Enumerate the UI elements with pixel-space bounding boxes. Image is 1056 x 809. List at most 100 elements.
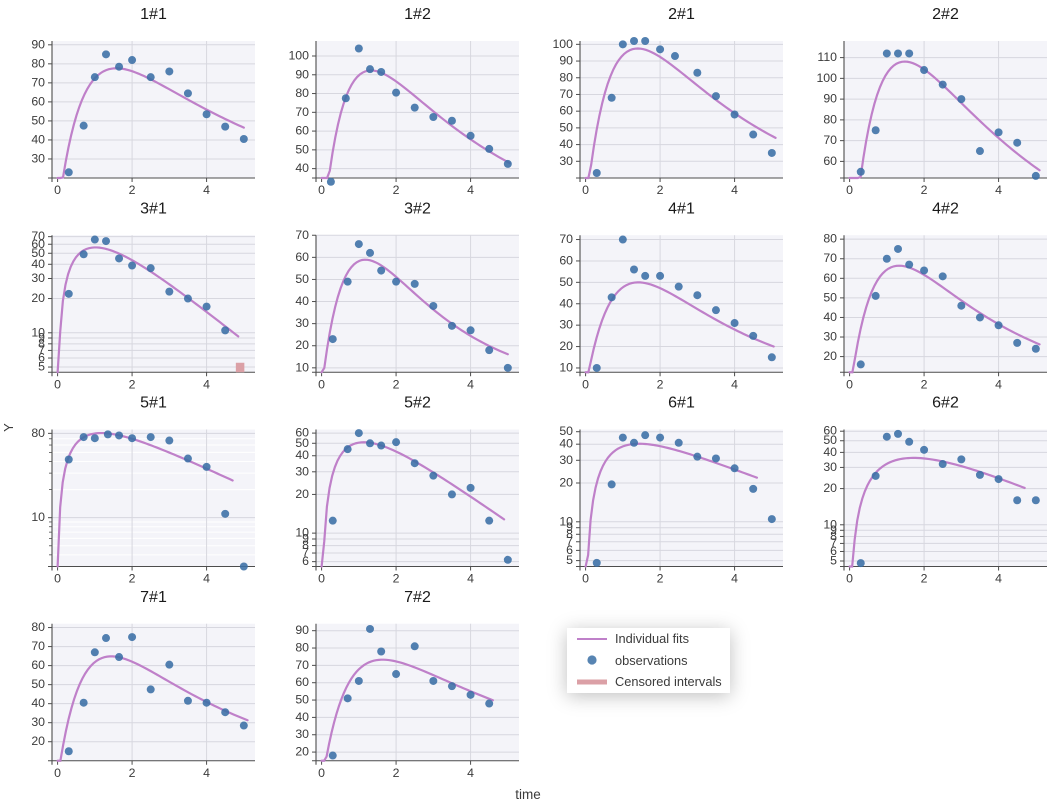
svg-text:10: 10	[295, 526, 309, 540]
svg-text:10: 10	[31, 325, 45, 339]
svg-text:70: 70	[823, 133, 837, 147]
svg-text:0: 0	[582, 377, 589, 391]
svg-text:50: 50	[295, 693, 309, 707]
svg-text:60: 60	[823, 271, 837, 285]
svg-text:30: 30	[31, 715, 45, 729]
svg-text:60: 60	[295, 426, 309, 440]
svg-text:1#2: 1#2	[404, 6, 431, 23]
svg-text:0: 0	[54, 766, 61, 780]
svg-text:80: 80	[31, 426, 45, 440]
svg-text:50: 50	[31, 113, 45, 127]
svg-text:0: 0	[318, 377, 325, 391]
svg-text:20: 20	[823, 349, 837, 363]
svg-text:4: 4	[731, 572, 738, 586]
svg-text:4: 4	[995, 183, 1002, 197]
svg-text:60: 60	[823, 154, 837, 168]
svg-text:0: 0	[318, 572, 325, 586]
svg-text:4: 4	[731, 183, 738, 197]
svg-text:70: 70	[295, 228, 309, 242]
svg-text:40: 40	[823, 310, 837, 324]
svg-text:10: 10	[31, 510, 45, 524]
svg-text:40: 40	[31, 132, 45, 146]
svg-text:60: 60	[295, 124, 309, 138]
svg-text:Y: Y	[1, 423, 16, 432]
svg-text:6#1: 6#1	[668, 395, 695, 412]
svg-text:0: 0	[846, 572, 853, 586]
svg-text:30: 30	[31, 151, 45, 165]
svg-text:4: 4	[995, 377, 1002, 391]
svg-text:30: 30	[559, 318, 573, 332]
svg-text:60: 60	[823, 424, 837, 438]
svg-text:4: 4	[467, 183, 474, 197]
svg-text:3#2: 3#2	[404, 200, 431, 217]
svg-text:50: 50	[295, 272, 309, 286]
svg-text:80: 80	[295, 86, 309, 100]
svg-text:70: 70	[559, 232, 573, 246]
svg-text:4: 4	[731, 377, 738, 391]
svg-text:80: 80	[295, 641, 309, 655]
svg-text:10: 10	[559, 360, 573, 374]
svg-text:2#2: 2#2	[932, 6, 959, 23]
svg-text:90: 90	[31, 37, 45, 51]
svg-text:50: 50	[559, 120, 573, 134]
svg-text:2#1: 2#1	[668, 6, 695, 23]
svg-text:4#1: 4#1	[668, 200, 695, 217]
svg-text:0: 0	[54, 572, 61, 586]
svg-text:30: 30	[559, 154, 573, 168]
svg-text:2: 2	[657, 572, 664, 586]
svg-text:1#1: 1#1	[140, 6, 167, 23]
svg-text:20: 20	[295, 338, 309, 352]
svg-text:2: 2	[393, 377, 400, 391]
svg-text:0: 0	[54, 183, 61, 197]
svg-text:20: 20	[559, 339, 573, 353]
svg-text:10: 10	[823, 517, 837, 531]
svg-text:7#2: 7#2	[404, 589, 431, 606]
svg-text:80: 80	[823, 112, 837, 126]
svg-text:20: 20	[295, 745, 309, 759]
svg-text:80: 80	[823, 232, 837, 246]
svg-text:60: 60	[559, 253, 573, 267]
svg-text:2: 2	[393, 572, 400, 586]
svg-text:2: 2	[393, 766, 400, 780]
svg-text:50: 50	[31, 677, 45, 691]
svg-text:70: 70	[295, 658, 309, 672]
svg-text:0: 0	[582, 183, 589, 197]
svg-text:60: 60	[31, 94, 45, 108]
svg-text:20: 20	[295, 487, 309, 501]
svg-text:2: 2	[129, 572, 136, 586]
svg-text:0: 0	[846, 183, 853, 197]
svg-text:70: 70	[295, 105, 309, 119]
svg-text:70: 70	[31, 639, 45, 653]
svg-text:50: 50	[295, 142, 309, 156]
svg-text:4: 4	[467, 572, 474, 586]
svg-text:30: 30	[31, 271, 45, 285]
svg-text:40: 40	[295, 294, 309, 308]
svg-text:4: 4	[467, 766, 474, 780]
svg-text:2: 2	[129, 183, 136, 197]
svg-text:80: 80	[31, 56, 45, 70]
svg-text:70: 70	[31, 229, 45, 243]
svg-text:2: 2	[393, 183, 400, 197]
svg-text:2: 2	[129, 766, 136, 780]
svg-text:30: 30	[559, 453, 573, 467]
svg-text:0: 0	[582, 572, 589, 586]
svg-text:30: 30	[295, 727, 309, 741]
svg-text:40: 40	[295, 161, 309, 175]
svg-text:40: 40	[295, 710, 309, 724]
svg-text:2: 2	[129, 377, 136, 391]
svg-text:3#1: 3#1	[140, 200, 167, 217]
svg-text:50: 50	[559, 275, 573, 289]
svg-text:40: 40	[31, 696, 45, 710]
svg-text:2: 2	[657, 377, 664, 391]
svg-text:2: 2	[921, 572, 928, 586]
svg-text:50: 50	[823, 290, 837, 304]
svg-text:70: 70	[559, 87, 573, 101]
svg-text:90: 90	[295, 623, 309, 637]
svg-text:70: 70	[823, 251, 837, 265]
svg-text:0: 0	[54, 377, 61, 391]
svg-text:30: 30	[295, 316, 309, 330]
svg-text:20: 20	[31, 291, 45, 305]
svg-text:10: 10	[295, 360, 309, 374]
svg-text:90: 90	[823, 92, 837, 106]
svg-text:90: 90	[559, 54, 573, 68]
